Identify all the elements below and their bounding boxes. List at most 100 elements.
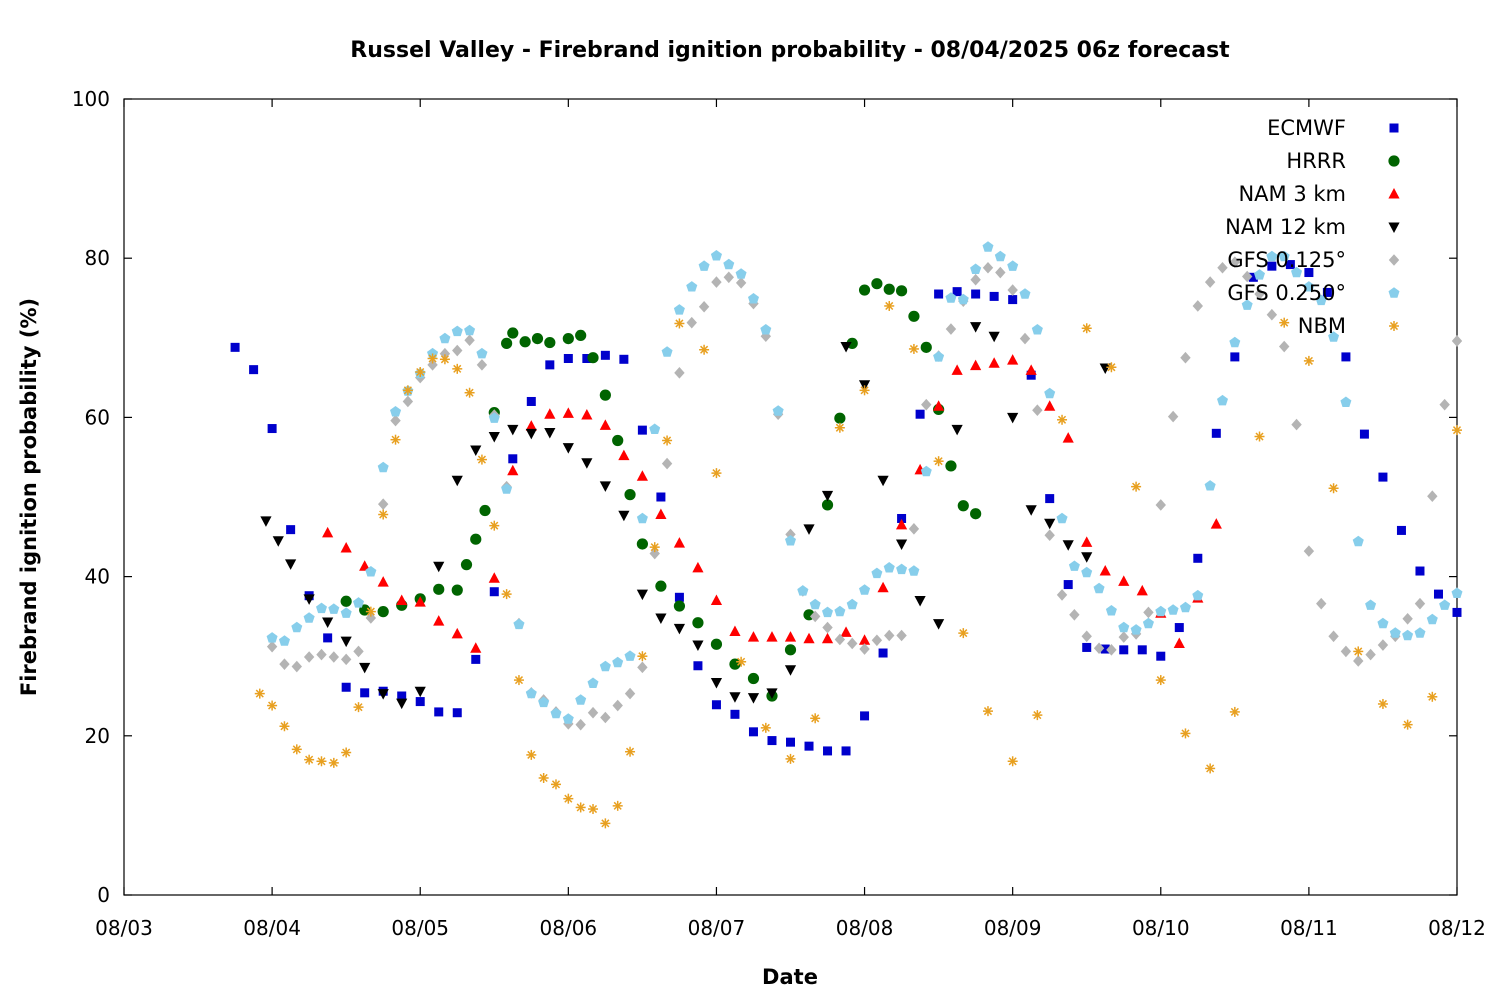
point-gfs-0-250	[303, 612, 315, 623]
point-gfs-0-250	[587, 677, 599, 688]
point-gfs-0-250	[649, 423, 661, 434]
point-nam-3-km	[1044, 400, 1056, 411]
y-tick-label: 80	[85, 246, 110, 270]
point-nbm	[415, 367, 426, 378]
point-ecmwf	[563, 353, 573, 363]
point-nbm	[637, 651, 648, 662]
point-gfs-0-250	[266, 632, 278, 643]
point-nam-3-km	[451, 627, 463, 639]
point-ecmwf	[1008, 295, 1018, 305]
point-ecmwf	[730, 709, 740, 719]
point-gfs-0-250	[1241, 299, 1253, 310]
point-nam-3-km	[766, 631, 778, 642]
point-hrrr	[562, 332, 574, 345]
point-nbm	[908, 343, 919, 354]
point-hrrr	[673, 600, 686, 612]
point-nbm-stroke	[1057, 415, 1067, 424]
series-ecmwf	[230, 260, 1462, 756]
point-nbm	[390, 434, 401, 445]
point-nbm	[933, 456, 944, 467]
point-gfs-0-250	[920, 465, 932, 477]
point-gfs-0-250	[846, 598, 858, 610]
point-nbm	[464, 387, 475, 398]
point-nbm-stroke	[1428, 692, 1437, 701]
point-ecmwf	[397, 691, 407, 701]
point-gfs-0-250	[451, 325, 463, 337]
point-nbm	[1057, 414, 1068, 425]
point-ecmwf	[711, 700, 721, 710]
point-nbm-stroke	[811, 714, 820, 723]
point-ecmwf	[860, 711, 870, 721]
point-gfs-0-125	[649, 547, 660, 560]
point-nbm	[563, 793, 574, 804]
point-nbm	[291, 744, 302, 755]
point-nam-3-km	[340, 541, 352, 553]
point-gfs-0-250	[624, 650, 636, 661]
point-nbm-stroke	[675, 319, 684, 328]
point-hrrr	[710, 638, 723, 650]
point-gfs-0-125	[612, 699, 623, 712]
point-nbm	[625, 746, 636, 757]
point-ecmwf	[915, 409, 925, 419]
point-gfs-0-125	[698, 300, 710, 313]
point-gfs-0-125	[834, 633, 846, 646]
point-nam-12-km	[877, 475, 889, 487]
point-ecmwf	[656, 492, 666, 502]
point-gfs-0-125	[1106, 644, 1117, 656]
point-gfs-0-125	[1402, 612, 1413, 625]
point-nbm	[884, 300, 895, 311]
point-nbm-stroke	[1107, 363, 1116, 372]
point-nam-12-km	[507, 424, 519, 436]
point-hrrr	[470, 533, 482, 545]
point-ecmwf	[1285, 260, 1295, 270]
legend-marker-nbm-stroke	[1389, 321, 1399, 331]
point-nbm-stroke	[588, 804, 598, 814]
legend-label-hrrr: HRRR	[1286, 149, 1346, 173]
x-tick-label: 08/12	[1428, 916, 1486, 940]
point-gfs-0-250	[636, 512, 648, 524]
point-nam-12-km	[1044, 518, 1056, 530]
point-nbm-stroke	[514, 676, 524, 685]
point-gfs-0-125	[1180, 351, 1191, 364]
point-nbm-stroke	[490, 521, 499, 530]
point-gfs-0-125	[1069, 609, 1080, 621]
point-gfs-0-250	[365, 566, 377, 577]
point-nam-12-km	[803, 524, 815, 535]
point-gfs-0-250	[1093, 582, 1105, 594]
point-gfs-0-250	[1056, 512, 1068, 524]
point-nam-12-km	[784, 665, 797, 676]
point-gfs-0-250	[1204, 480, 1216, 491]
point-hrrr	[784, 644, 797, 656]
point-nam-3-km	[692, 561, 704, 573]
point-nbm	[982, 706, 993, 717]
point-gfs-0-125	[316, 648, 327, 661]
point-ecmwf	[1415, 566, 1425, 576]
point-nbm	[1353, 646, 1364, 657]
point-ecmwf	[582, 353, 592, 363]
point-ecmwf	[1119, 645, 1129, 655]
point-nbm	[1081, 323, 1092, 334]
point-ecmwf	[230, 342, 240, 352]
point-gfs-0-250	[464, 324, 476, 336]
point-gfs-0-125	[1241, 270, 1253, 283]
point-gfs-0-250	[1402, 629, 1414, 641]
point-nbm-stroke	[1452, 426, 1462, 435]
point-gfs-0-125	[476, 359, 488, 371]
point-nam-3-km	[396, 594, 408, 605]
point-gfs-0-125	[884, 629, 895, 642]
point-hrrr	[883, 283, 895, 295]
point-nam-12-km	[451, 475, 463, 487]
point-hrrr	[945, 460, 957, 472]
point-ecmwf	[786, 737, 795, 747]
point-nam-12-km	[414, 686, 426, 698]
point-hrrr	[599, 389, 611, 401]
point-gfs-0-125	[748, 297, 759, 310]
x-tick-label: 08/11	[1280, 916, 1338, 940]
point-gfs-0-250	[698, 260, 710, 271]
point-nam-12-km	[470, 445, 482, 457]
point-nbm-stroke	[329, 758, 338, 767]
point-gfs-0-250	[883, 562, 895, 573]
point-gfs-0-250	[1414, 627, 1426, 638]
point-gfs-0-125	[1044, 529, 1055, 542]
point-nam-12-km	[1007, 412, 1019, 424]
